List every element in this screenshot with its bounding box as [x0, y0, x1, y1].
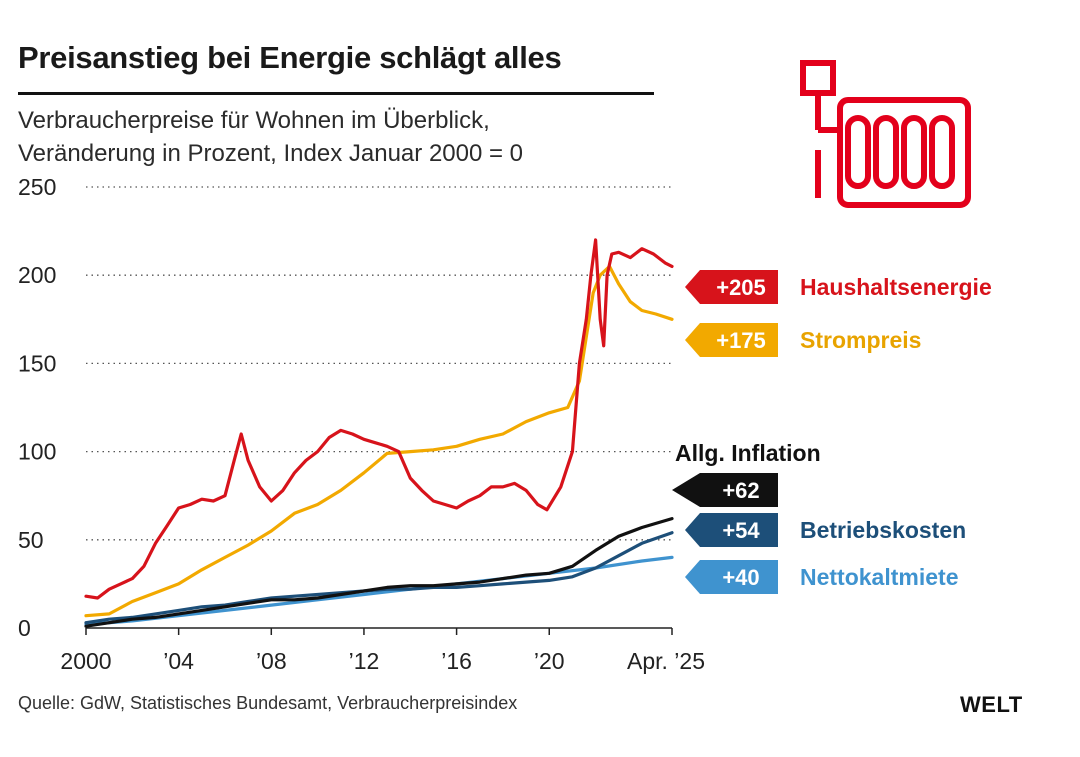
series-name-label: Nettokaltmiete: [800, 564, 958, 590]
y-tick-label: 100: [18, 439, 56, 465]
grid-lines: [86, 186, 672, 629]
value-tag: [685, 513, 778, 547]
x-tick-label: ’04: [163, 648, 194, 674]
value-tag: [685, 560, 778, 594]
y-tick-label: 150: [18, 350, 56, 376]
x-tick-label: ’08: [256, 648, 287, 674]
value-tag: [685, 323, 778, 357]
value-tag: [672, 473, 778, 507]
brand-logo: WELT: [960, 692, 1023, 717]
radiator-fin: [845, 115, 871, 189]
chart-subtitle: Verbraucherpreise für Wohnen im Überblic…: [18, 104, 523, 170]
series-line-betriebskosten: [84, 531, 674, 625]
series-labels: +40 Nettokaltmiete +54 Betriebskosten +62 All…: [672, 270, 992, 594]
subtitle-line-2: Veränderung in Prozent, Index Januar 200…: [18, 140, 524, 167]
series-line-strompreis: [84, 264, 674, 618]
y-axis: 0 50 100 150 200 250: [18, 174, 56, 641]
series-name-label: Allg. Inflation: [675, 440, 821, 466]
y-tick-label: 50: [18, 527, 44, 553]
radiator-icon: [800, 60, 971, 208]
x-tick-label: ’20: [534, 648, 565, 674]
radiator-valve: [800, 60, 836, 96]
title-rule: [18, 92, 654, 95]
radiator-fin: [929, 115, 955, 189]
series-line-haushaltsenergie: [84, 238, 674, 600]
series-name-label: Strompreis: [800, 327, 921, 353]
subtitle-line-1: Verbraucherpreise für Wohnen im Überblic…: [18, 107, 490, 134]
value-tag: [685, 270, 778, 304]
radiator-body: [837, 97, 971, 208]
radiator-fin: [873, 115, 899, 189]
value-tag-label: +175: [716, 328, 766, 353]
value-tag-label: +40: [722, 565, 759, 590]
series-name-label: Betriebskosten: [800, 517, 966, 543]
y-tick-label: 250: [18, 174, 56, 200]
x-tick-label: ’16: [441, 648, 472, 674]
value-tag-label: +62: [722, 478, 759, 503]
y-tick-label: 0: [18, 615, 31, 641]
x-axis: 2000 ’04 ’08 ’12 ’16 ’20 Apr. ’25: [60, 628, 705, 674]
series-line-allg-inflation: [84, 517, 674, 628]
radiator-fin: [901, 115, 927, 189]
value-tag-label: +205: [716, 275, 766, 300]
series-name-label: Haushaltsenergie: [800, 274, 992, 300]
x-tick-label: ’12: [349, 648, 380, 674]
series-line-nettokaltmiete: [84, 555, 674, 627]
value-tag-label: +54: [722, 518, 760, 543]
chart-title: Preisanstieg bei Energie schlägt alles: [18, 40, 562, 75]
series-lines: [84, 238, 674, 628]
x-tick-label: Apr. ’25: [627, 648, 705, 674]
x-tick-label: 2000: [60, 648, 111, 674]
source-note: Quelle: GdW, Statistisches Bundesamt, Ve…: [18, 693, 518, 713]
y-tick-label: 200: [18, 262, 56, 288]
